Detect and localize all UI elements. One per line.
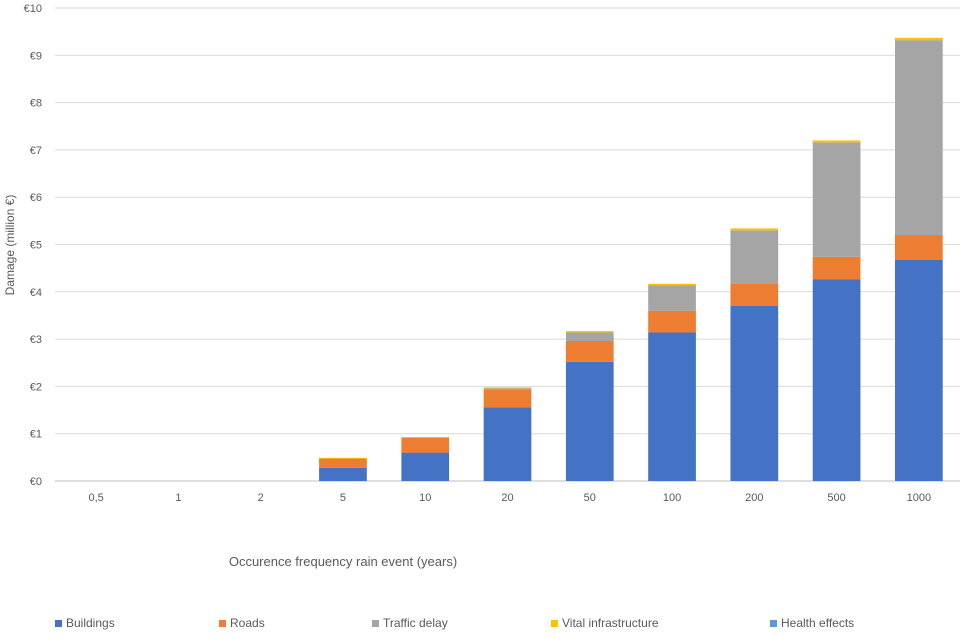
legend-swatch xyxy=(55,619,62,627)
y-tick-label: €5 xyxy=(30,240,42,252)
bar-segment xyxy=(730,228,779,231)
bar-segment xyxy=(565,332,614,341)
y-tick-label: €0 xyxy=(30,476,42,488)
legend-item: Vital infrastructure xyxy=(551,616,659,630)
bar-segment xyxy=(812,140,861,143)
legend-label: Vital infrastructure xyxy=(562,616,659,630)
y-tick-label: €2 xyxy=(30,381,42,393)
bar-segment xyxy=(812,142,861,257)
bar-segment xyxy=(895,40,943,236)
legend-label: Roads xyxy=(230,616,265,630)
legend-label: Buildings xyxy=(66,616,115,630)
x-tick-label: 500 xyxy=(827,492,845,504)
legend-item: Health effects xyxy=(770,616,854,630)
bar-segment xyxy=(565,340,614,362)
bar-segment xyxy=(565,331,614,333)
bar-segment xyxy=(648,310,696,333)
bars xyxy=(319,37,943,481)
bar-segment xyxy=(483,389,532,408)
bar-segment xyxy=(895,235,943,260)
bar-segment xyxy=(401,437,450,439)
legend-label: Health effects xyxy=(781,616,855,630)
bar-segment xyxy=(895,259,943,481)
bar-segment xyxy=(812,256,861,280)
y-tick-label: €10 xyxy=(24,3,42,15)
x-tick-label: 2 xyxy=(258,492,264,504)
gridlines xyxy=(55,7,960,482)
y-tick-label: €3 xyxy=(30,334,42,346)
bar-segment xyxy=(730,283,779,306)
x-tick-label: 1000 xyxy=(907,492,931,504)
bar-segment xyxy=(319,467,367,481)
x-tick-label: 10 xyxy=(419,492,431,504)
y-tick-label: €8 xyxy=(30,98,42,110)
x-tick-label: 100 xyxy=(663,492,681,504)
y-tick-label: €4 xyxy=(30,287,42,299)
bar-segment xyxy=(401,452,450,481)
y-tick-label: €1 xyxy=(30,429,42,441)
bar-segment xyxy=(319,458,367,468)
x-tick-label: 0,5 xyxy=(88,492,103,504)
bar-segment xyxy=(401,437,450,453)
legend-item: Roads xyxy=(219,616,265,630)
legend-item: Traffic delay xyxy=(372,616,448,630)
x-tick-label: 50 xyxy=(584,492,596,504)
y-axis-ticks: €0 €1 €2 €3 €4 €5 €6 €7 €8 €9 €10 xyxy=(24,3,42,488)
bar-segment xyxy=(730,230,779,284)
legend: Buildings Roads Traffic delay Vital infrast… xyxy=(0,616,960,632)
legend-swatch xyxy=(551,619,558,627)
x-tick-label: 20 xyxy=(501,492,513,504)
y-tick-label: €9 xyxy=(30,50,42,62)
legend-swatch xyxy=(219,619,226,627)
bar-segment xyxy=(565,361,614,481)
legend-item: Buildings xyxy=(55,616,115,630)
bar-segment xyxy=(648,283,696,286)
legend-swatch xyxy=(770,619,777,627)
bar-segment xyxy=(483,388,532,390)
x-tick-label: 200 xyxy=(745,492,763,504)
bar-segment xyxy=(730,305,779,481)
bar-segment xyxy=(648,285,696,311)
y-tick-label: €6 xyxy=(30,192,42,204)
bar-segment xyxy=(483,387,532,389)
y-tick-label: €7 xyxy=(30,145,42,157)
bar-segment xyxy=(648,332,696,481)
bar-segment xyxy=(895,37,943,41)
legend-label: Traffic delay xyxy=(383,616,448,630)
bar-segment xyxy=(812,279,861,481)
bar-segment xyxy=(319,457,367,459)
x-axis-label: Occurence frequency rain event (years) xyxy=(229,554,457,569)
legend-swatch xyxy=(372,619,379,627)
y-axis-label: Damage (million €) xyxy=(3,195,17,296)
x-tick-label: 5 xyxy=(340,492,346,504)
x-axis-ticks: 0,5 1 2 5 10 20 50 100 200 500 1000 xyxy=(88,492,931,504)
x-tick-label: 1 xyxy=(175,492,181,504)
bar-segment xyxy=(483,407,532,481)
